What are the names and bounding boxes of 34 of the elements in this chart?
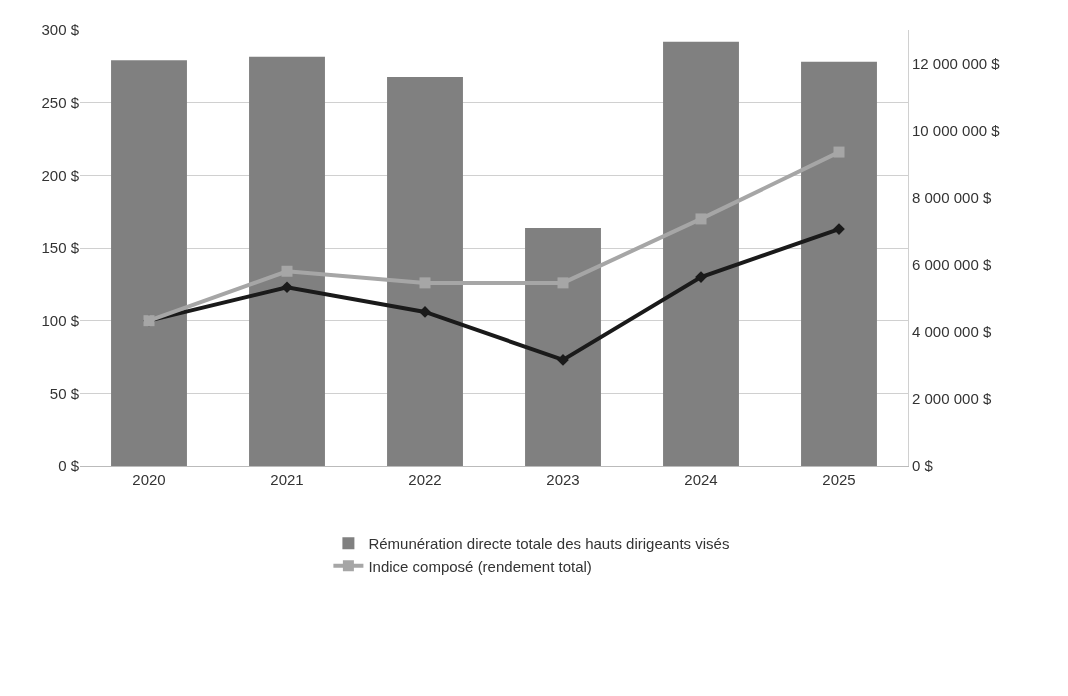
bar bbox=[387, 76, 463, 466]
point bbox=[281, 265, 293, 277]
bar bbox=[801, 61, 877, 466]
y2-tick-label: 8 000 000 $ bbox=[912, 188, 992, 206]
legend-label: Rémunération directe totale des hauts dirigeants visés bbox=[368, 535, 730, 553]
x-tick-label: 2020 bbox=[132, 471, 166, 488]
y2-tick-label: 6 000 000 $ bbox=[912, 256, 992, 274]
bar bbox=[525, 227, 601, 466]
point bbox=[557, 277, 569, 289]
x-tick-label: 2025 bbox=[822, 471, 856, 488]
bar bbox=[111, 60, 187, 466]
y-tick-label: 150 $ bbox=[41, 239, 80, 257]
y2-tick-label: 2 000 000 $ bbox=[912, 390, 992, 408]
y2-tick-label: 0 $ bbox=[912, 457, 934, 475]
point bbox=[419, 277, 431, 289]
legend-label: Indice composé (rendement total) bbox=[368, 557, 592, 575]
point bbox=[695, 213, 707, 225]
y-tick-label: 100 $ bbox=[41, 311, 80, 329]
point bbox=[281, 281, 293, 294]
x-tick-label: 2023 bbox=[546, 471, 580, 488]
x-tick-label: 2021 bbox=[270, 471, 304, 488]
x-tick-label: 2024 bbox=[684, 471, 718, 488]
y-tick-label: 200 $ bbox=[41, 166, 80, 184]
point bbox=[833, 146, 845, 158]
bar bbox=[663, 41, 739, 466]
y-tick-label: 0 $ bbox=[58, 457, 80, 475]
y2-tick-label: 12 000 000 $ bbox=[912, 54, 1001, 72]
y-tick-label: 250 $ bbox=[41, 93, 80, 111]
y-tick-label: 300 $ bbox=[41, 21, 80, 39]
y2-tick-label: 4 000 000 $ bbox=[912, 323, 992, 341]
bar bbox=[249, 56, 325, 466]
y2-tick-label: 10 000 000 $ bbox=[912, 121, 1001, 139]
y-tick-label: 50 $ bbox=[49, 384, 80, 402]
x-tick-label: 2022 bbox=[408, 471, 442, 488]
